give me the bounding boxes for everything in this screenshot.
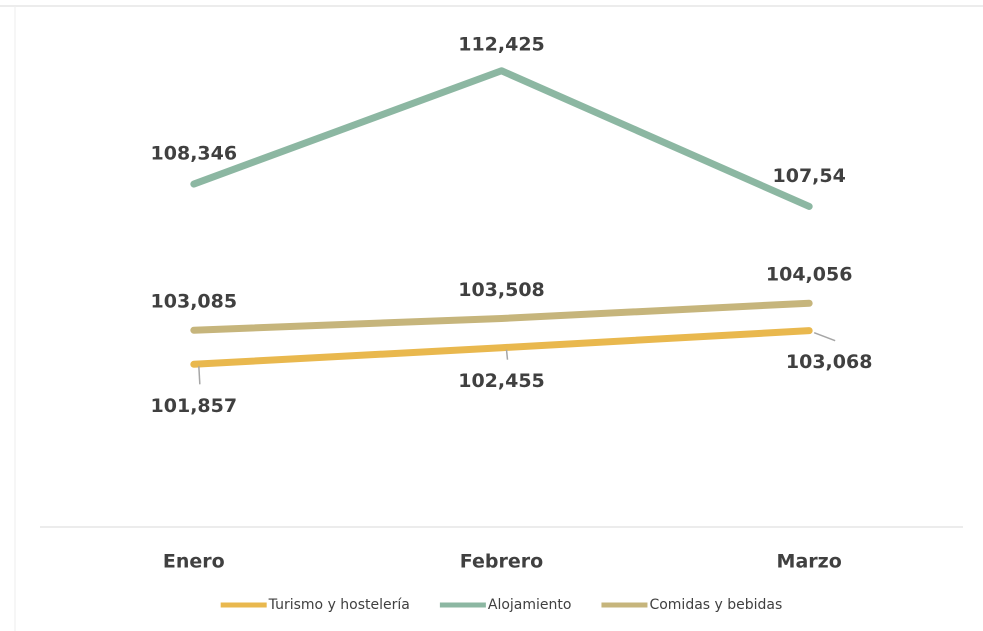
data-label: 103,085 <box>151 291 238 313</box>
legend-label: Turismo y hostelería <box>268 597 410 613</box>
series-line <box>190 67 813 210</box>
x-tick-label: Febrero <box>460 551 543 573</box>
legend-label: Comidas y bebidas <box>649 597 782 613</box>
leader-line <box>505 349 509 360</box>
leader-line <box>813 331 836 342</box>
data-label: 101,857 <box>151 395 238 417</box>
legend-label: Alojamiento <box>488 597 572 613</box>
data-label: 103,508 <box>458 279 545 301</box>
data-label: 103,068 <box>786 351 873 373</box>
data-label: 107,54 <box>773 165 846 187</box>
series-line <box>190 327 813 368</box>
series-line <box>190 299 813 334</box>
data-label: 104,056 <box>766 264 853 286</box>
x-tick-label: Marzo <box>777 551 842 573</box>
data-label: 102,455 <box>458 370 545 392</box>
x-tick-label: Enero <box>163 551 225 573</box>
leader-line <box>198 366 201 385</box>
data-label: 108,346 <box>151 143 238 165</box>
data-label: 112,425 <box>458 33 545 55</box>
